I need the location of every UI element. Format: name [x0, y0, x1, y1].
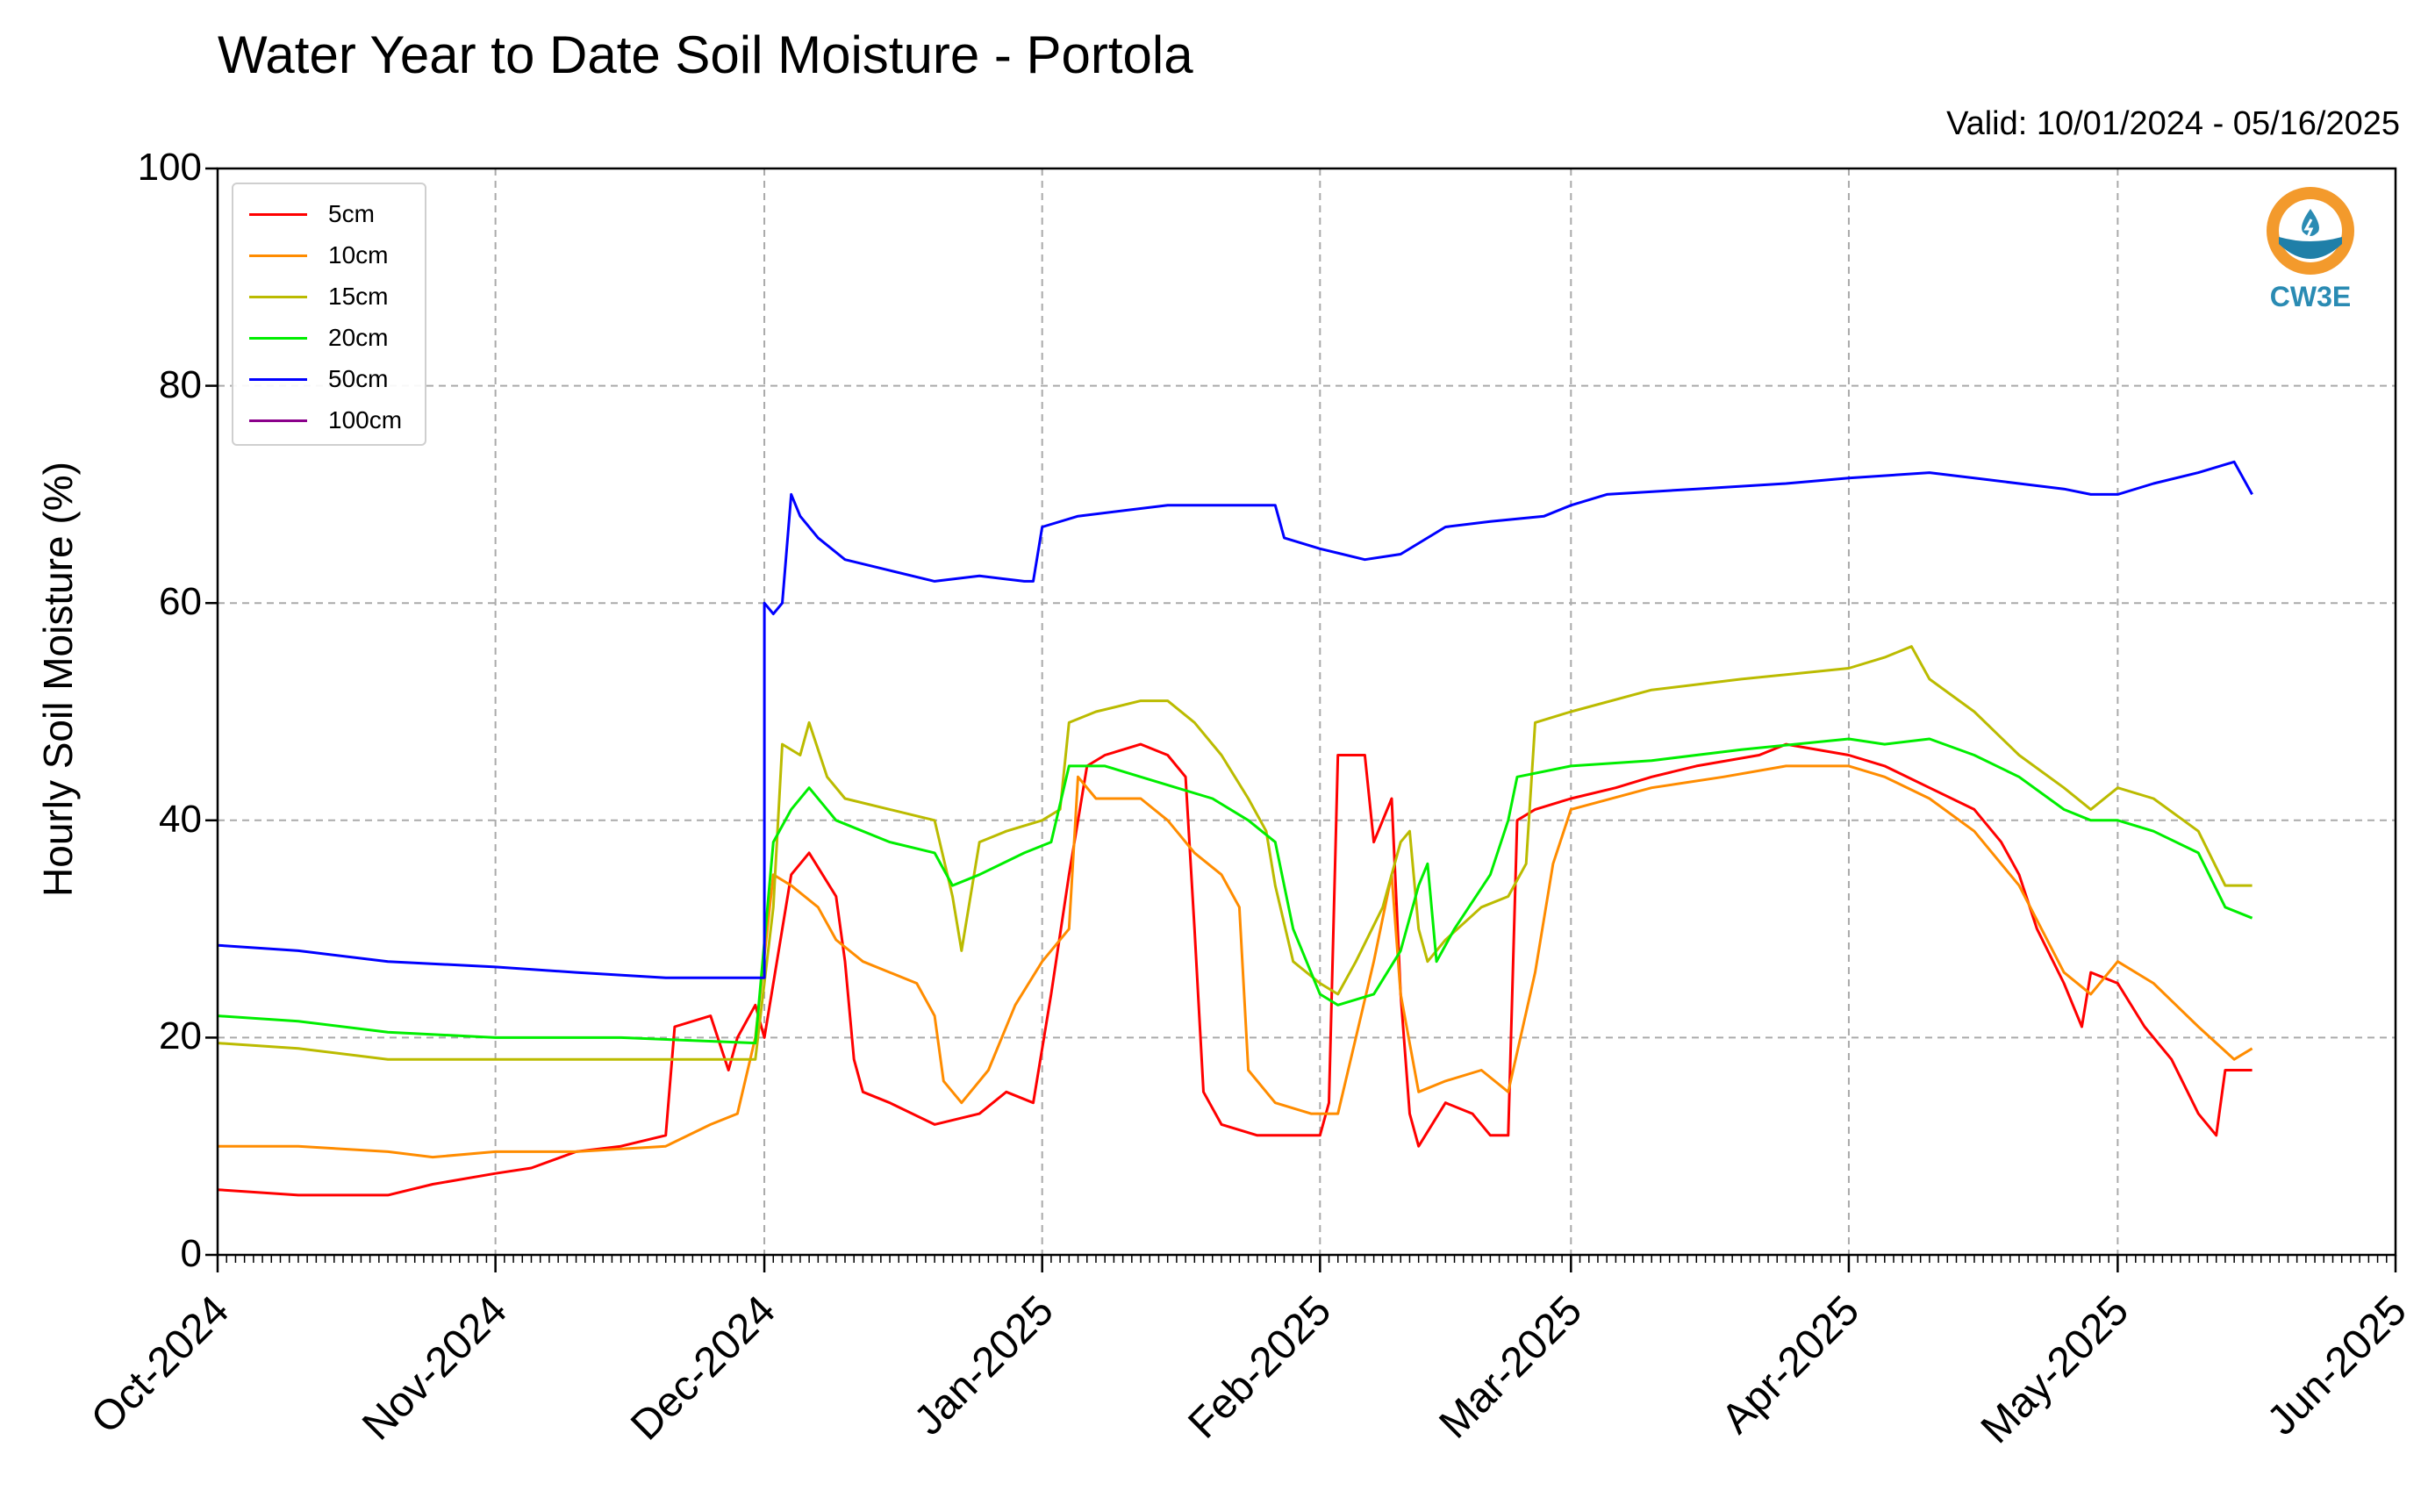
legend-item-50cm: 50cm [249, 362, 388, 397]
series-line-10cm [218, 764, 2253, 1159]
y-tick-label: 60 [159, 580, 202, 624]
chart-title: Water Year to Date Soil Moisture - Porto… [218, 25, 1193, 84]
series-line-15cm [217, 645, 2253, 1061]
legend-label: 100cm [328, 406, 403, 434]
y-tick-label: 80 [159, 362, 202, 406]
grid-lines [218, 168, 2396, 1255]
y-tick-label: 100 [137, 146, 202, 189]
legend-swatch [249, 254, 307, 257]
legend-swatch [249, 336, 307, 340]
cw3e-logo-icon [2267, 187, 2354, 275]
legend-label: 15cm [328, 283, 389, 310]
y-tick-label: 0 [180, 1232, 202, 1275]
legend-item-5cm: 5cm [249, 197, 375, 232]
legend-swatch [249, 295, 307, 298]
logo-text: CW3E [2269, 281, 2352, 312]
axis-ticks [205, 167, 2397, 1272]
legend-label: 10cm [328, 241, 389, 269]
legend-swatch [249, 212, 307, 216]
chart-subtitle: Valid: 10/01/2024 - 05/16/2025 [1946, 105, 2400, 142]
series-line-5cm [217, 742, 2253, 1197]
legend-swatch [249, 377, 307, 381]
legend-item-15cm: 15cm [249, 279, 388, 314]
y-tick-label: 40 [159, 797, 202, 841]
series-lines [217, 460, 2253, 1197]
legend-label: 5cm [328, 200, 375, 227]
chart-legend: 5cm 10cm 15cm 20cm 50cm 100cm [232, 183, 426, 446]
cw3e-logo: CW3E [2262, 183, 2359, 314]
legend-label: 50cm [328, 365, 389, 392]
plot-area-frame [216, 167, 2397, 1257]
legend-item-20cm: 20cm [249, 320, 388, 355]
y-tick-label: 20 [159, 1014, 202, 1058]
legend-item-100cm: 100cm [249, 403, 402, 438]
series-line-20cm [217, 737, 2253, 1045]
legend-swatch [249, 419, 307, 422]
series-line-50cm [217, 460, 2253, 979]
legend-label: 20cm [328, 324, 389, 351]
y-axis-label: Hourly Soil Moisture (%) [35, 462, 81, 897]
legend-item-10cm: 10cm [249, 238, 388, 273]
